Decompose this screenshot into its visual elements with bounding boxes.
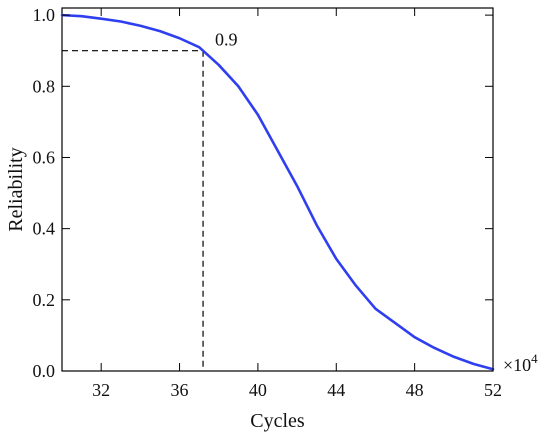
x-tick-label: 44 (327, 380, 345, 400)
y-tick-label: 1.0 (33, 5, 56, 25)
x-tick-label: 40 (249, 380, 267, 400)
y-tick-label: 0.2 (33, 290, 56, 310)
x-tick-label: 52 (484, 380, 502, 400)
y-tick-label: 0.6 (33, 147, 56, 167)
plot-layer: 0.9 (60, 7, 495, 372)
y-tick-label: 0.0 (33, 361, 56, 381)
x-axis-multiplier: ×104 (503, 351, 538, 375)
x-tick-label: 32 (92, 380, 110, 400)
y-axis-title: Reliability (5, 147, 27, 231)
y-tick-label: 0.4 (33, 219, 56, 239)
reliability-annotation-label: 0.9 (215, 30, 238, 50)
reliability-curve-line (60, 13, 495, 371)
x-axis-multiplier-exponent: 4 (531, 351, 538, 366)
x-tick-label: 36 (171, 380, 189, 400)
x-axis-multiplier-base: ×10 (503, 355, 531, 375)
tick-layer: 32 36 40 44 48 52 0.0 0.2 0.4 0.6 0.8 1.0 (33, 5, 503, 400)
label-layer: Cycles Reliability ×104 (5, 147, 538, 432)
x-tick-label: 48 (406, 380, 424, 400)
plot-area-frame (61, 7, 494, 372)
x-axis-title: Cycles (250, 410, 305, 432)
y-tick-label: 0.8 (33, 76, 56, 96)
